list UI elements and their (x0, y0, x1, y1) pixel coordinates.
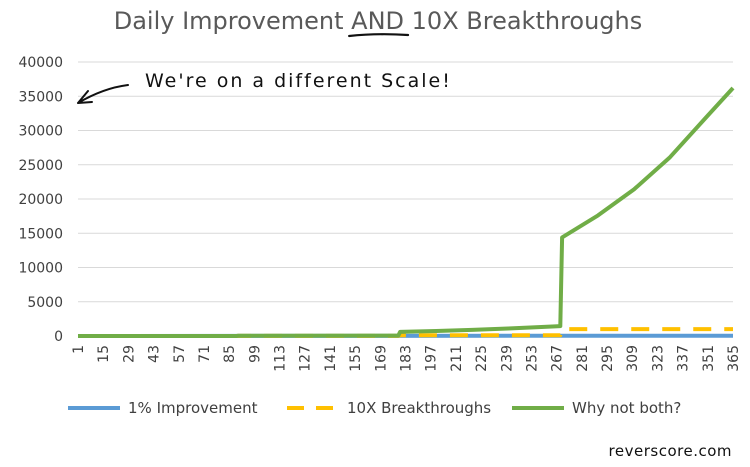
x-tick-label: 337 (676, 345, 692, 372)
annotation: We're on a different Scale! (77, 70, 452, 104)
x-axis-ticks: 1 15 29 43 57 71 85 99 113 127 141 155 169 183 197 211 2… (71, 345, 742, 372)
x-tick-label: 253 (524, 345, 540, 372)
y-tick-label: 10000 (18, 261, 63, 277)
series-lines (77, 86, 735, 338)
x-tick-label: 211 (449, 345, 465, 372)
annotation-arrow (77, 84, 129, 104)
title-underline (348, 33, 410, 38)
x-tick-label: 197 (424, 345, 440, 372)
x-tick-label: 295 (600, 345, 616, 372)
x-tick-label: 43 (147, 345, 163, 363)
series-line-3 (78, 86, 735, 338)
x-tick-label: 225 (474, 345, 490, 372)
chart-title: Daily Improvement AND 10X Breakthroughs (114, 7, 643, 35)
x-tick-label: 281 (575, 345, 591, 372)
x-tick-label: 1 (71, 345, 87, 354)
x-tick-label: 351 (701, 345, 717, 372)
y-tick-label: 20000 (18, 192, 63, 208)
x-tick-label: 267 (550, 345, 566, 372)
legend-label-1: 1% Improvement (128, 399, 258, 417)
title-part-emphasis: AND (351, 7, 404, 35)
x-tick-label: 169 (373, 345, 389, 372)
x-tick-label: 323 (650, 345, 666, 372)
y-tick-label: 15000 (18, 226, 63, 242)
x-tick-label: 309 (625, 345, 641, 372)
y-axis-ticks: 0 5000 10000 15000 20000 25000 30000 35000 40000 (18, 55, 63, 345)
x-tick-label: 29 (121, 345, 137, 363)
x-tick-label: 155 (348, 345, 364, 372)
y-tick-label: 40000 (18, 55, 63, 71)
y-tick-label: 30000 (18, 124, 63, 140)
credit-text: reverscore.com (609, 442, 732, 460)
x-tick-label: 71 (197, 345, 213, 363)
annotation-text: We're on a different Scale! (145, 70, 452, 92)
x-tick-label: 141 (323, 345, 339, 372)
x-tick-label: 99 (247, 345, 263, 363)
x-tick-label: 365 (726, 345, 742, 372)
y-tick-label: 35000 (18, 89, 63, 105)
title-part-3: 10X Breakthroughs (404, 7, 642, 35)
x-tick-label: 127 (298, 345, 314, 372)
x-tick-label: 113 (273, 345, 289, 372)
y-tick-label: 0 (54, 329, 63, 345)
legend-label-3: Why not both? (572, 399, 681, 417)
legend: 1% Improvement 10X Breakthroughs Why not b… (68, 399, 681, 417)
x-tick-label: 183 (399, 345, 415, 372)
x-tick-label: 57 (172, 345, 188, 363)
x-tick-label: 85 (222, 345, 238, 363)
y-tick-label: 25000 (18, 158, 63, 174)
title-part-1: Daily Improvement (114, 7, 351, 35)
x-tick-label: 239 (499, 345, 515, 372)
x-tick-label: 15 (96, 345, 112, 363)
y-tick-label: 5000 (27, 295, 63, 311)
gridlines (78, 61, 733, 337)
legend-label-2: 10X Breakthroughs (347, 399, 491, 417)
